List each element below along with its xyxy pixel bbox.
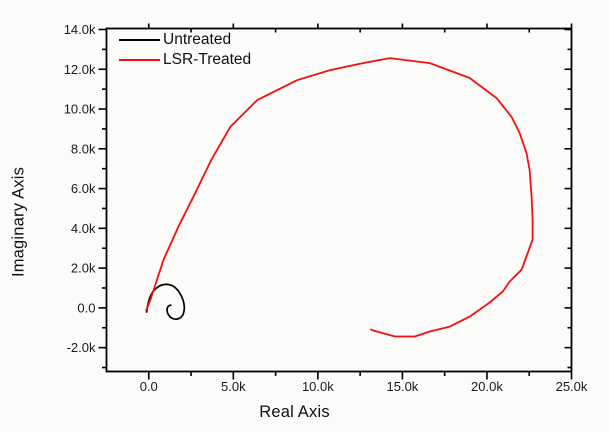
legend-entry-untreated: Untreated xyxy=(119,30,251,50)
legend-label-untreated: Untreated xyxy=(163,31,232,48)
y-tick-label: 6.0k xyxy=(71,181,96,196)
legend-label-lsr-treated: LSR-Treated xyxy=(163,51,252,68)
y-tick-label: 4.0k xyxy=(71,221,96,236)
x-tick-label: 5.0k xyxy=(221,379,246,394)
x-tick-label: 10.0k xyxy=(302,379,334,394)
x-tick-label: 0.0 xyxy=(140,379,158,394)
x-tick-label: 15.0k xyxy=(387,379,419,394)
y-tick-label: 8.0k xyxy=(71,141,96,156)
plot-frame xyxy=(105,27,573,373)
x-axis-title: Real Axis xyxy=(259,403,330,421)
series-untreated xyxy=(145,283,186,321)
untreated-line-swatch xyxy=(119,38,160,42)
x-tick-label: 20.0k xyxy=(471,379,503,394)
y-tick-label: -2.0k xyxy=(67,340,96,355)
y-tick-label: 14.0k xyxy=(64,22,96,37)
lsr-treated-line-swatch xyxy=(119,58,160,62)
y-tick-label: 12.0k xyxy=(64,62,96,77)
legend-entry-lsr-treated: LSR-Treated xyxy=(119,50,251,70)
y-axis-title: Imaginary Axis xyxy=(9,166,28,278)
legend: Untreated LSR-Treated xyxy=(119,30,251,70)
series-lsr-treated xyxy=(145,57,534,338)
y-tick-label: 10.0k xyxy=(64,102,96,117)
x-tick-label: 25.0k xyxy=(556,379,588,394)
y-tick-label: 2.0k xyxy=(71,261,96,276)
y-tick-label: 0.0 xyxy=(77,300,95,315)
